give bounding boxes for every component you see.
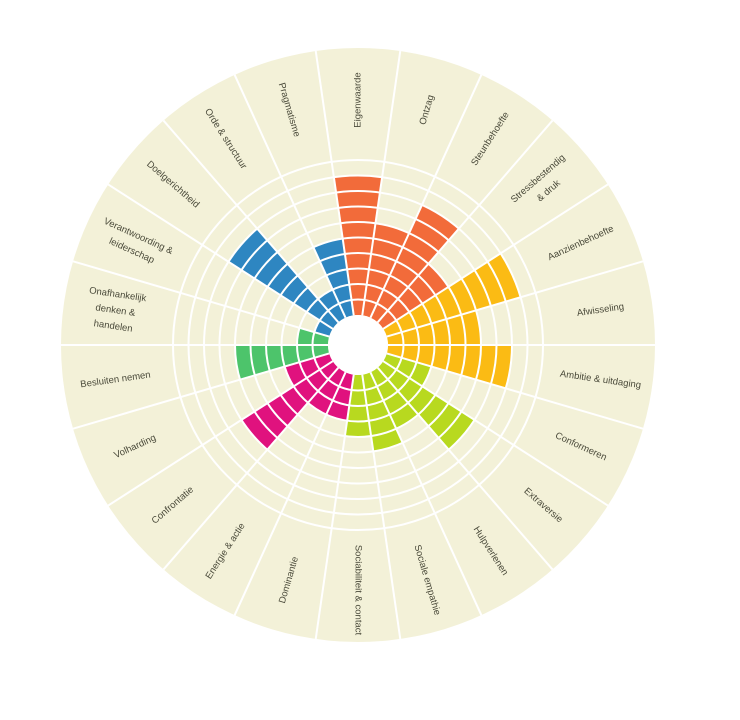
sector-divider <box>107 360 334 507</box>
sector-divider <box>369 371 483 616</box>
sector-divider <box>162 119 340 323</box>
bar <box>362 372 403 452</box>
sector-divider <box>314 50 355 316</box>
category-label: Sociabiliteit & contact <box>352 545 363 636</box>
sector-divider <box>382 360 609 507</box>
sector-divider <box>72 352 330 430</box>
center-hole <box>328 315 388 375</box>
sector-divider <box>386 260 644 338</box>
bar <box>383 253 521 337</box>
sector-divider <box>369 74 483 319</box>
sector-divider <box>361 50 402 316</box>
sector-divider <box>382 183 609 330</box>
bar <box>383 353 432 387</box>
bar <box>284 353 333 387</box>
sector-divider <box>314 374 355 640</box>
bar <box>326 372 354 421</box>
sector-divider <box>376 367 554 571</box>
bar <box>307 367 346 415</box>
bar <box>333 175 383 316</box>
sector-divider <box>361 374 402 640</box>
sector-divider <box>233 74 347 319</box>
bar <box>318 289 346 323</box>
sector-divider <box>386 352 644 430</box>
sector-divider <box>162 367 340 571</box>
bar <box>386 310 481 345</box>
sector-divider <box>107 183 334 330</box>
bar <box>313 238 354 318</box>
bar <box>362 223 410 318</box>
sector-divider <box>233 371 347 616</box>
bar <box>370 204 459 323</box>
sector-divider <box>376 119 554 323</box>
bar <box>228 228 339 329</box>
category-label: Eigenwaarde <box>353 72 364 127</box>
bar <box>235 345 330 380</box>
bar <box>377 263 449 329</box>
sector-divider <box>72 260 330 338</box>
